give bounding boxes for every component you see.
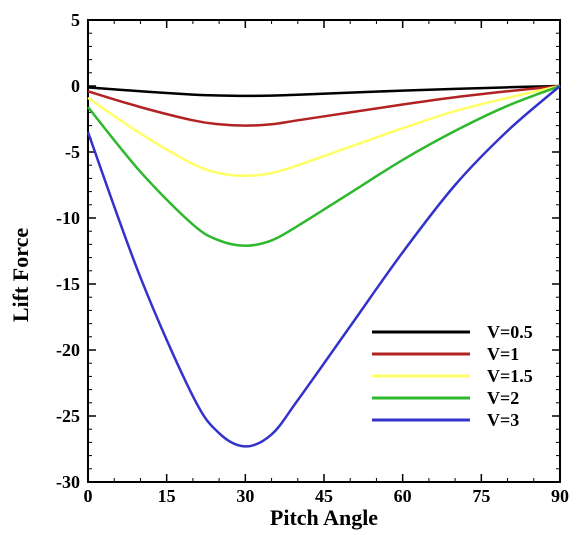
series-line-3 <box>87 84 561 178</box>
legend-label: V=1.5 <box>487 366 533 386</box>
y-axis-label: Lift Force <box>8 228 33 323</box>
legend-label: V=2 <box>487 388 519 408</box>
legend-label: V=3 <box>487 410 519 430</box>
y-tick-label: -5 <box>65 142 80 162</box>
series-line-1 <box>87 84 561 98</box>
x-axis-label: Pitch Angle <box>270 505 378 530</box>
y-tick-label: -25 <box>56 406 80 426</box>
series-line-5 <box>86 85 561 448</box>
x-tick-label: 45 <box>315 486 333 506</box>
x-tick-label: 15 <box>158 486 176 506</box>
x-tick-label: 75 <box>472 486 490 506</box>
y-tick-label: -30 <box>56 472 80 492</box>
y-tick-label: 5 <box>71 10 80 30</box>
y-tick-label: -10 <box>56 208 80 228</box>
legend-label: V=0.5 <box>487 322 533 342</box>
x-tick-label: 30 <box>236 486 254 506</box>
x-tick-label: 60 <box>394 486 412 506</box>
y-tick-label: 0 <box>71 76 80 96</box>
y-tick-label: -15 <box>56 274 80 294</box>
plot-area: 0 15 30 45 60 75 9050-5-10-15-20-25-30V=0.5V=1… <box>56 10 569 506</box>
y-axis-label-group: Lift Force <box>8 228 33 323</box>
x-tick-label: 0 <box>84 486 93 506</box>
x-tick-label: 90 <box>551 486 569 506</box>
series-line-4 <box>87 84 561 247</box>
y-tick-label: -20 <box>56 340 80 360</box>
legend-label: V=1 <box>487 344 519 364</box>
series-line-2 <box>87 84 561 127</box>
